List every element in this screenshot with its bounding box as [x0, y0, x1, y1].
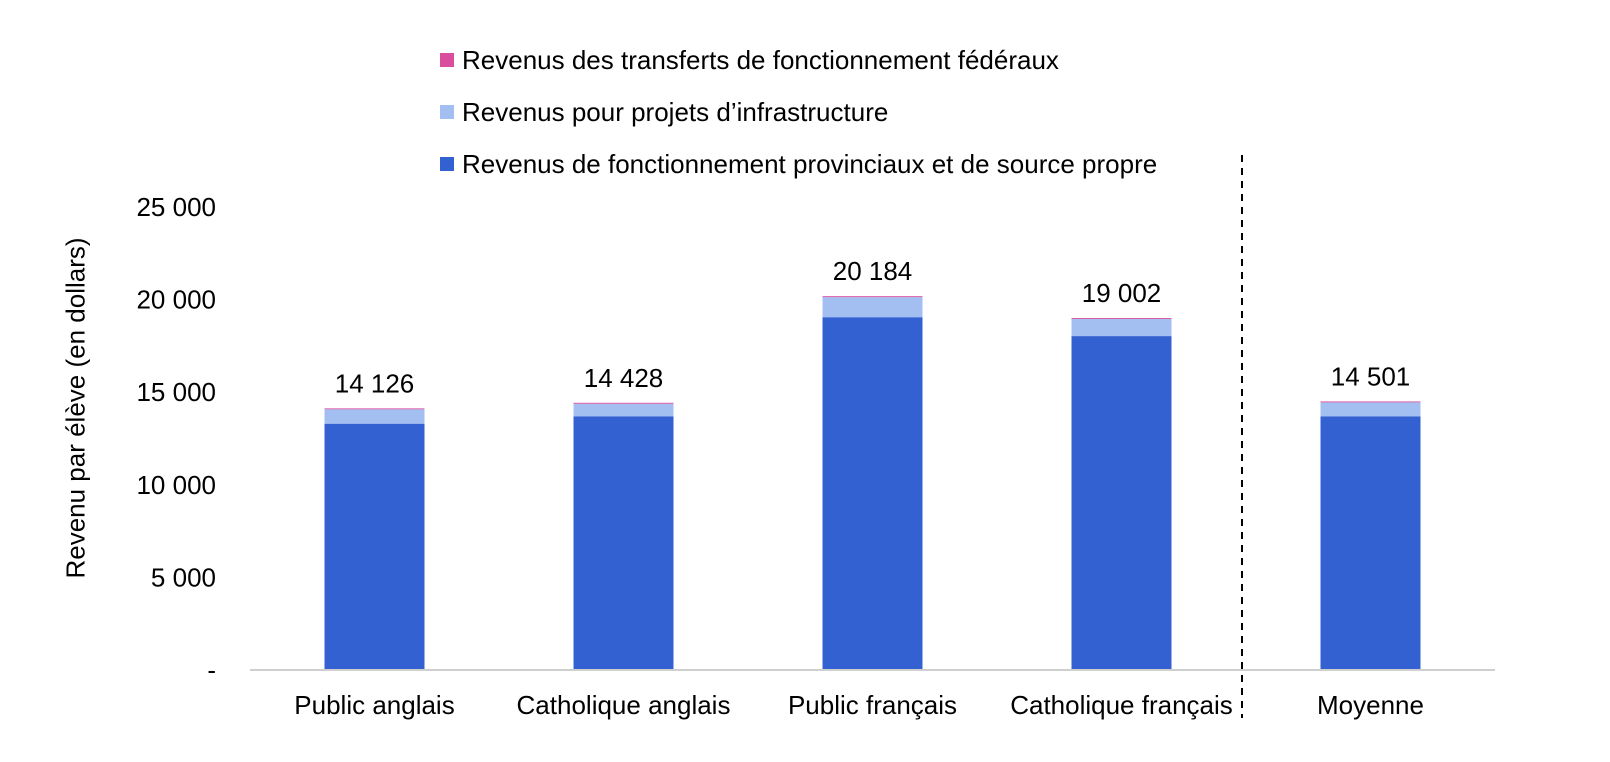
bar-total-label: 20 184 [833, 256, 913, 286]
y-tick-label: - [207, 655, 216, 685]
legend-item-infrastructure: Revenus pour projets d’infrastructure [440, 86, 1157, 138]
bar-segment-federal [822, 296, 923, 298]
legend-label-federal: Revenus des transferts de fonctionnement… [462, 44, 1059, 75]
bar-total-label: 14 126 [335, 368, 415, 398]
x-tick-label: Public anglais [294, 690, 454, 720]
x-tick-label: Moyenne [1317, 690, 1424, 720]
y-tick-label: 20 000 [136, 285, 216, 315]
bar-segment-federal [573, 402, 674, 404]
bar-segment-provincial [1320, 416, 1421, 670]
y-axis-label: Revenu par élève (en dollars) [60, 237, 91, 579]
y-tick-label: 5 000 [151, 562, 216, 592]
bar-segment-infrastructure [822, 297, 923, 318]
bar-segment-provincial [1071, 336, 1172, 670]
bar-total-label: 19 002 [1082, 278, 1162, 308]
legend-label-infrastructure: Revenus pour projets d’infrastructure [462, 96, 889, 127]
legend-swatch-provincial [440, 157, 454, 171]
bar-segment-infrastructure [1320, 402, 1421, 417]
legend: Revenus des transferts de fonctionnement… [440, 34, 1157, 190]
bar-segment-infrastructure [324, 409, 425, 424]
legend-label-provincial: Revenus de fonctionnement provinciaux et… [462, 148, 1158, 179]
x-tick-label: Public français [788, 690, 957, 720]
bar-segment-infrastructure [573, 403, 674, 417]
legend-item-provincial: Revenus de fonctionnement provinciaux et… [440, 138, 1157, 190]
y-tick-label: 15 000 [136, 377, 216, 407]
bar-segment-federal [1071, 318, 1172, 320]
bar-segment-provincial [324, 423, 425, 670]
bar-segment-provincial [573, 416, 674, 670]
bar-total-label: 14 428 [584, 363, 664, 393]
legend-swatch-infrastructure [440, 105, 454, 119]
y-tick-label: 25 000 [136, 192, 216, 222]
x-tick-label: Catholique français [1010, 690, 1233, 720]
legend-item-federal: Revenus des transferts de fonctionnement… [440, 34, 1157, 86]
bar-segment-infrastructure [1071, 319, 1172, 337]
bar-total-label: 14 501 [1331, 361, 1411, 391]
bar-segment-federal [1320, 401, 1421, 403]
bar-segment-provincial [822, 317, 923, 670]
bar-segment-federal [324, 408, 425, 410]
x-tick-label: Catholique anglais [517, 690, 731, 720]
legend-swatch-federal [440, 53, 454, 67]
y-tick-label: 10 000 [136, 470, 216, 500]
